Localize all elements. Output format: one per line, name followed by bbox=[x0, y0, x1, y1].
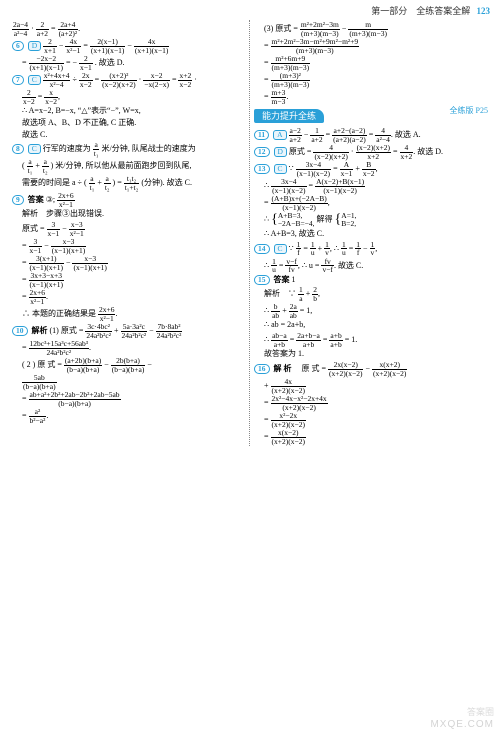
q15-anstext: 1 bbox=[292, 275, 296, 284]
q9-l6: = 2x+6x²−1. bbox=[12, 289, 245, 305]
q7-l2: 2x−2 = xx−2, bbox=[12, 89, 245, 105]
part-title: 第一部分 全练答案全解 bbox=[371, 6, 470, 16]
q15-l2: ∴ bab + 2aab = 1, bbox=[254, 303, 488, 319]
q10-l5: = ab+a²+2b²+2ab−2b²+2ab−5ab(b−a)(b+a) bbox=[12, 391, 245, 407]
q15-num: 15 bbox=[254, 275, 270, 285]
page-body: 2a−4a²−4 · 2a+2 = 2a+4(a+2)². 6D 2x+1 − … bbox=[0, 0, 500, 452]
q16-num: 16 bbox=[254, 364, 270, 374]
q16: 16 解 析 原 式 = 2x(x−2)(x+2)(x−2) − x(x+2)(… bbox=[254, 361, 488, 377]
section-title: 能力提升全练 bbox=[254, 109, 324, 123]
section-row: 能力提升全练 全练版 P25 bbox=[254, 106, 488, 126]
q16-l2: + 4x(x+2)(x−2) bbox=[254, 378, 488, 394]
q16-label: 解 析 bbox=[274, 364, 292, 373]
q12-num: 12 bbox=[254, 147, 270, 157]
q16-l3: = 2x²−4x−x²−2x+4x(x+2)(x−2) bbox=[254, 395, 488, 411]
q12-ans: D bbox=[274, 147, 287, 157]
q10-label: 解析 bbox=[32, 326, 48, 335]
pre-line: 2a−4a²−4 · 2a+2 = 2a+4(a+2)². bbox=[12, 21, 245, 37]
q11-ans: A bbox=[273, 130, 286, 140]
q6-ans: D bbox=[28, 41, 41, 51]
q9-l1: 解析 步骤③出现错误. bbox=[12, 209, 245, 220]
q7-l5: 故选 C. bbox=[12, 130, 245, 141]
q14-num: 14 bbox=[254, 244, 270, 254]
q8-ans: C bbox=[28, 144, 41, 154]
q10-l4: 5ab(b−a)(b+a) bbox=[12, 374, 245, 390]
q10c-l4: = (m+3)²(m+3)(m−3) bbox=[254, 72, 488, 88]
q15-l5: 故答案为 1. bbox=[254, 349, 488, 360]
q9-l3: = 3x−1 − x−3(x−1)(x+1) bbox=[12, 238, 245, 254]
q13-l4: ∴ {A+B=3,−2A−B=−4, 解得 {A=1,B=2, bbox=[254, 212, 488, 228]
q13-l5: ∴ A+B=3, 故选 C. bbox=[254, 229, 488, 240]
q10c-l1: (3) 原式 = m²+2m²−3m(m+3)(m−3) − m(m+3)(m−… bbox=[254, 21, 488, 37]
q10-l3: ( 2 ) 原 式 = (a+2b)(b+a)(b−a)(b+a) − 2b(b… bbox=[12, 357, 245, 373]
left-column: 2a−4a²−4 · 2a+2 = 2a+4(a+2)². 6D 2x+1 − … bbox=[8, 20, 250, 446]
q8: 8C 行军的速度为 at₁ 米/分钟, 队尾战士的速度为 bbox=[12, 141, 245, 157]
q14-ans: C bbox=[274, 244, 287, 254]
q6-num: 6 bbox=[12, 41, 24, 51]
page-header: 第一部分 全练答案全解 123 bbox=[371, 4, 490, 17]
q11: 11A a−2a+2 − 1a+2 = a+2−(a−2)(a+2)(a−2) … bbox=[254, 127, 488, 143]
q9-num: 9 bbox=[12, 195, 24, 205]
q8-num: 8 bbox=[12, 144, 24, 154]
q15-anslabel: 答案 bbox=[274, 275, 290, 284]
q12: 12D 原式 = 4(x−2)(x+2) · (x−2)(x+2)x+2 = 4… bbox=[254, 144, 488, 160]
q10c-l2: = m²+2m²−3m−m²+9m²−m²+9(m+3)(m−3) bbox=[254, 38, 488, 54]
watermark-text: MXQE.COM bbox=[430, 719, 494, 730]
q11-num: 11 bbox=[254, 130, 269, 140]
q6: 6D 2x+1 − 4xx²−1 = 2(x−1)(x+1)(x−1) − 4x… bbox=[12, 38, 245, 54]
right-column: (3) 原式 = m²+2m²−3m(m+3)(m−3) − m(m+3)(m−… bbox=[250, 20, 492, 446]
q8-l2: ( at₁ + at₂ ) 米/分钟, 所以他从最前面跑步回到队尾, bbox=[12, 158, 245, 174]
q9-l7: ∴ 本题的正确结果是 2x+6x²−1. bbox=[12, 306, 245, 322]
q13-l2: ∴ 3x−4(x−1)(x−2) = A(x−2)+B(x−1)(x−1)(x−… bbox=[254, 178, 488, 194]
q9-l4: = 3(x+1)(x−1)(x+1) − x−3(x−1)(x+1) bbox=[12, 255, 245, 271]
q10: 10 解析 (1) 原式 = 3c·4bc²24a²b²c² + 5a·3a²c… bbox=[12, 323, 245, 339]
q7-ans: C bbox=[28, 75, 41, 85]
q9: 9 答案 ③; 2x+6x²−1 bbox=[12, 192, 245, 208]
q10c-l5: = m+3m−3. bbox=[254, 89, 488, 105]
page-number: 123 bbox=[477, 6, 491, 16]
q7-l4: 故选项 A、B、D 不正确, C 正确. bbox=[12, 118, 245, 129]
q13-ans: C bbox=[274, 164, 287, 174]
q14: 14C ∵ 1f = 1u + 1v, ∴ 1u = 1f − 1v, bbox=[254, 241, 488, 257]
q10-l2: = 12bc³+15a³c+56ab³24a²b²c². bbox=[12, 340, 245, 356]
q7-num: 7 bbox=[12, 75, 24, 85]
q6-l2: = −2x−2(x+1)(x−1) = − 2x−1 . 故选 D. bbox=[12, 55, 245, 71]
q13-num: 13 bbox=[254, 164, 270, 174]
q9-anslabel: 答案 bbox=[28, 195, 44, 204]
watermark-icon: 答案圈 bbox=[467, 705, 494, 718]
q13: 13C ∵ 3x−4(x−1)(x−2) = Ax−1 + Bx−2, bbox=[254, 161, 488, 177]
q15-l1: 解析 ∵ 1a + 2b, bbox=[254, 286, 488, 302]
q14-l2: ∴ 1u = v−ffv, ∴ u = fvv−f. 故选 C. bbox=[254, 258, 488, 274]
q10-num: 10 bbox=[12, 326, 28, 336]
q13-l3: = (A+B)x+(−2A−B)(x−1)(x−2), bbox=[254, 195, 488, 211]
q7-l3: ∴ A=x−2, B=−x, “△”表示“−”, W=x, bbox=[12, 106, 245, 117]
q10-l6: = a²b²−a². bbox=[12, 408, 245, 424]
q15-l3: ∴ ab = 2a+b, bbox=[254, 320, 488, 331]
q16-l4: = x²−2x(x+2)(x−2) bbox=[254, 412, 488, 428]
q9-l5: = 3x+3−x+3(x−1)(x+1) bbox=[12, 272, 245, 288]
q7: 7C x²+4x+4x²−4 ÷ 2xx−2 = (x+2)²(x−2)(x+2… bbox=[12, 72, 245, 88]
q8-l3: 需要的时间是 a ÷ ( at₁ + at₂ ) = t₁t₂t₁+t₂ (分钟… bbox=[12, 175, 245, 191]
q10c-l3: = m²+6m+9(m+3)(m−3) bbox=[254, 55, 488, 71]
q15: 15 答案 1 bbox=[254, 275, 488, 286]
q9-l2: 原式 = 3x−1 − x−3x²−1 bbox=[12, 221, 245, 237]
section-ref: 全练版 P25 bbox=[450, 106, 488, 117]
q15-l4: ∴ ab−aa+b = 2a+b−aa+b = a+ba+b = 1. bbox=[254, 332, 488, 348]
q16-l5: = x(x−2)(x+2)(x−2) bbox=[254, 429, 488, 445]
